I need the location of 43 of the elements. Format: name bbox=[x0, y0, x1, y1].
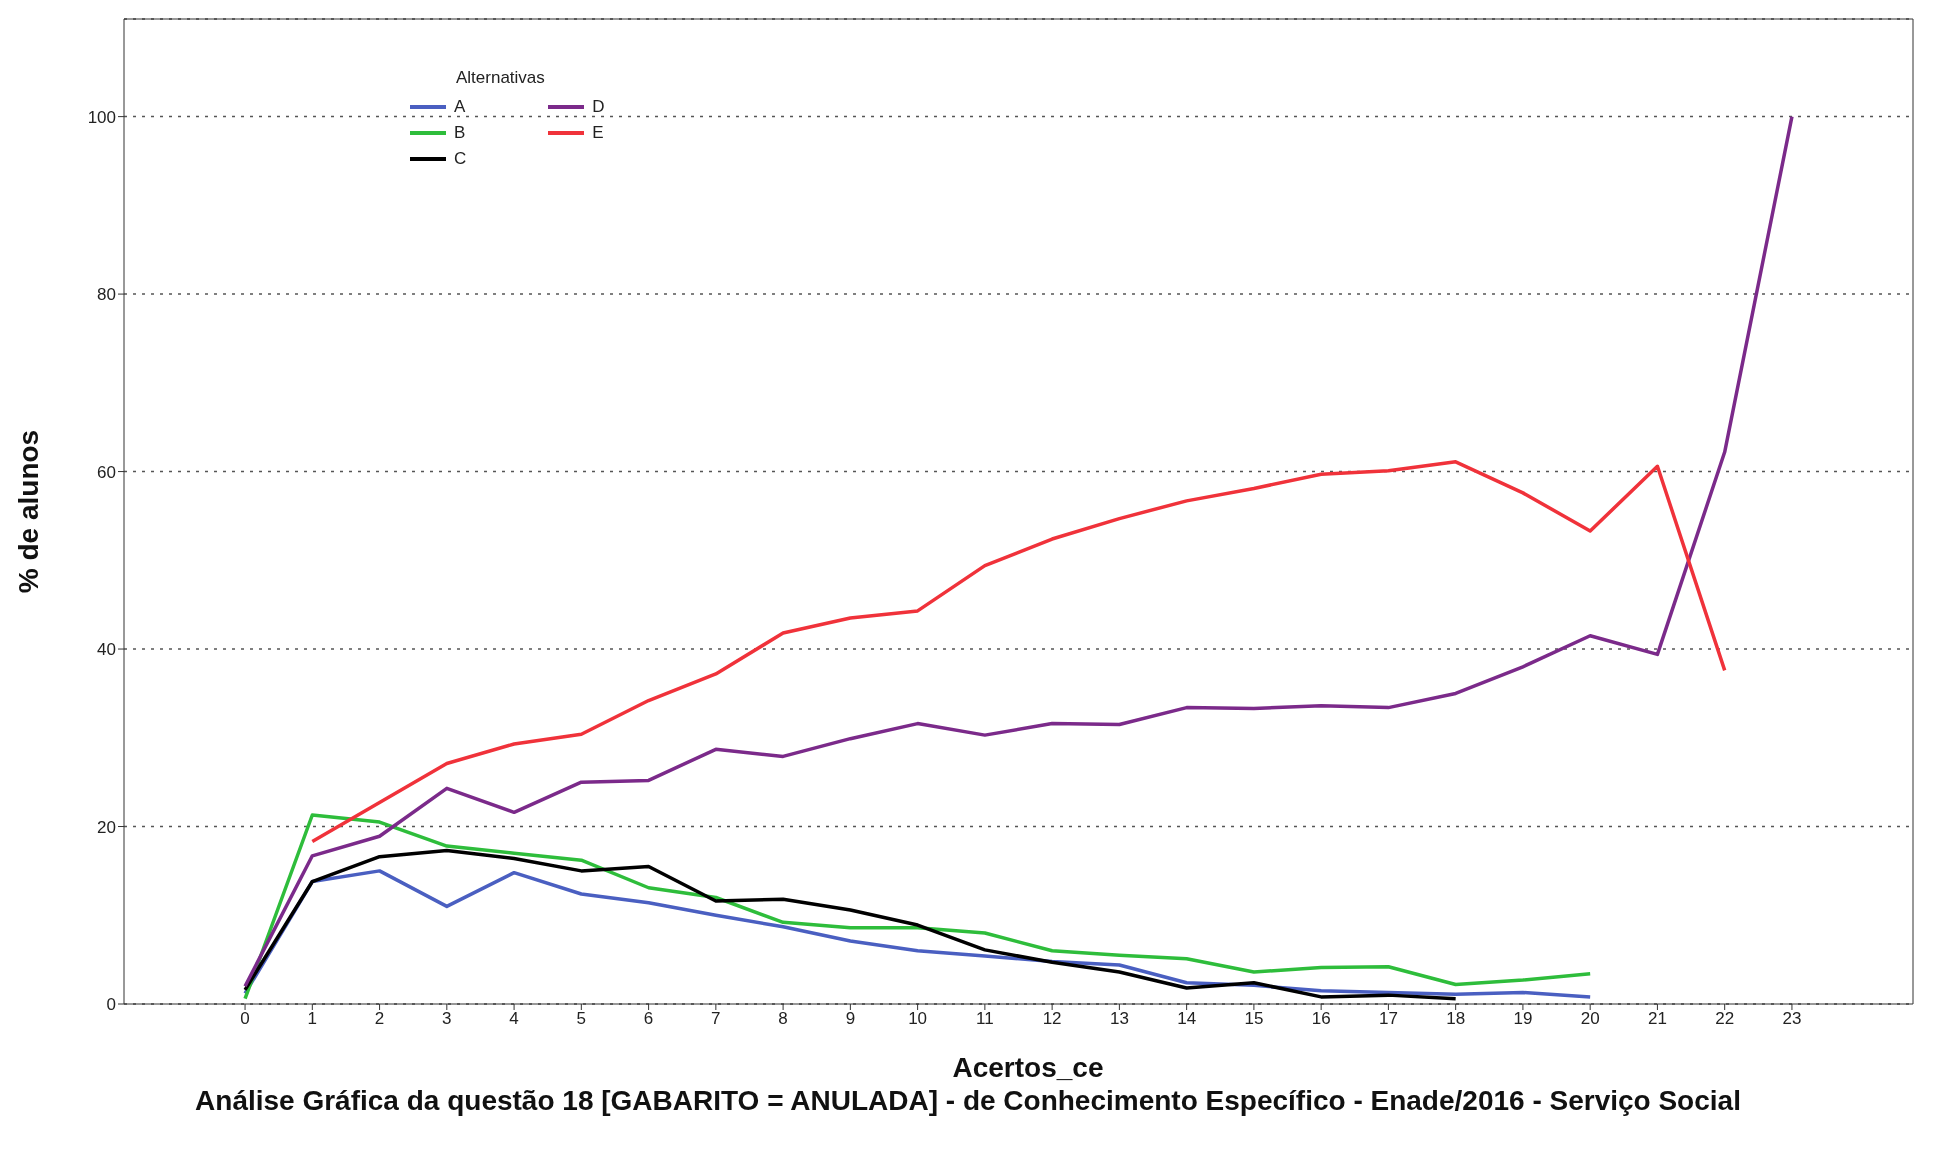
x-tick-label: 13 bbox=[1109, 1009, 1129, 1029]
x-tick-label: 0 bbox=[240, 1009, 250, 1029]
x-tick-label: 17 bbox=[1378, 1009, 1398, 1029]
legend-label: E bbox=[592, 123, 604, 143]
x-tick-label: 23 bbox=[1782, 1009, 1802, 1029]
legend-label: A bbox=[454, 97, 466, 117]
y-tick-label: 0 bbox=[106, 995, 116, 1015]
legend-label: D bbox=[592, 97, 605, 117]
x-tick-label: 16 bbox=[1311, 1009, 1331, 1029]
legend-title: Alternativas bbox=[456, 68, 546, 88]
y-tick-label: 40 bbox=[97, 640, 116, 660]
y-tick-label: 60 bbox=[97, 462, 116, 482]
text: Análise Gráfica da questão 18 [GABARITO = ANULADA] - de Conhecimento Específico - Enade/2016 - Serviço Social bbox=[194, 1084, 1742, 1118]
line-series bbox=[243, 813, 1592, 1001]
legend-label: B bbox=[454, 123, 466, 143]
x-tick-label: 9 bbox=[845, 1009, 856, 1029]
x-tick-label: 18 bbox=[1446, 1009, 1466, 1029]
x-tick-label: 4 bbox=[509, 1009, 519, 1029]
x-tick-label: 12 bbox=[1042, 1009, 1062, 1029]
x-tick-label: 21 bbox=[1647, 1009, 1667, 1029]
x-tick-label: 6 bbox=[643, 1009, 654, 1029]
line-series bbox=[243, 848, 1458, 1001]
x-axis-title: Acertos_ce bbox=[951, 1052, 1105, 1084]
x-tick-label: 22 bbox=[1715, 1009, 1735, 1029]
x-tick-label: 5 bbox=[576, 1009, 587, 1029]
y-axis-title: % de alunos bbox=[12, 429, 44, 594]
x-tick-label: 15 bbox=[1244, 1009, 1264, 1029]
x-tick-label: 20 bbox=[1580, 1009, 1600, 1029]
x-tick-label: 3 bbox=[442, 1009, 452, 1029]
x-tick-label: 2 bbox=[374, 1009, 385, 1029]
x-tick-label: 19 bbox=[1513, 1009, 1533, 1029]
x-tick-label: 8 bbox=[778, 1009, 788, 1029]
y-tick-label: 100 bbox=[87, 107, 116, 127]
legend-label: C bbox=[454, 149, 467, 169]
x-tick-label: 11 bbox=[976, 1009, 994, 1029]
y-tick-label: 20 bbox=[97, 817, 116, 837]
line-series bbox=[243, 114, 1794, 988]
y-tick-label: 80 bbox=[97, 285, 116, 305]
x-tick-label: 14 bbox=[1177, 1009, 1197, 1029]
x-tick-label: 10 bbox=[908, 1009, 928, 1029]
x-tick-label: 1 bbox=[307, 1009, 318, 1029]
line-series bbox=[310, 460, 1727, 844]
x-tick-label: 7 bbox=[711, 1009, 721, 1029]
